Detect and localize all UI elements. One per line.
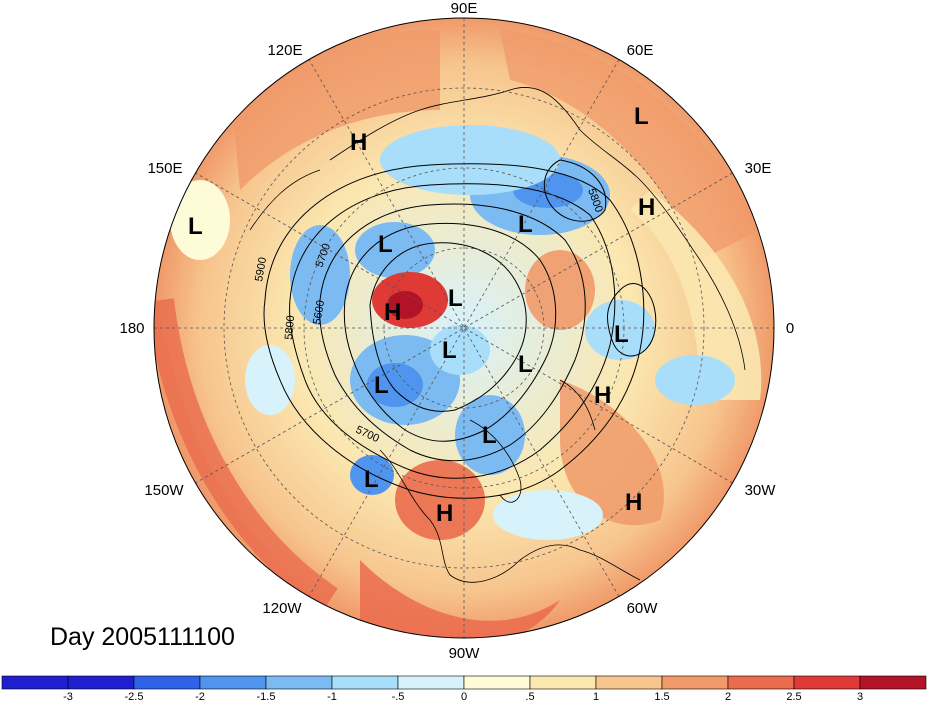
pressure-system-label: L (364, 466, 379, 493)
colorbar-tick-label: 3 (857, 691, 863, 702)
colorbar-tick-label: 1 (593, 691, 599, 702)
lon-label-180: 180 (119, 320, 144, 337)
anomaly-field (154, 18, 774, 638)
lon-label-60e: 60E (627, 42, 654, 59)
pressure-system-label: L (378, 231, 393, 258)
colorbar-swatch (397, 675, 465, 690)
contour-label: 5800 (283, 315, 297, 340)
lon-label-90w: 90W (449, 645, 481, 662)
pressure-system-label: L (614, 321, 629, 348)
pressure-system-label: H (625, 489, 642, 516)
lon-label-30w: 30W (745, 482, 777, 499)
colorbar-swatch (595, 675, 663, 690)
colorbar-swatch (529, 675, 597, 690)
lon-label-150e: 150E (147, 160, 182, 177)
pressure-system-label: H (384, 299, 401, 326)
height-contours (263, 159, 657, 499)
pressure-system-label: L (634, 103, 649, 130)
colorbar-swatch (1, 675, 69, 690)
colorbar-tick-label: -2 (195, 691, 205, 702)
colorbar-swatch (331, 675, 399, 690)
lon-label-60w: 60W (627, 600, 659, 617)
colorbar-tick-label: -.5 (392, 691, 405, 702)
colorbar: -3 -2.5 -2 -1.5 -1 -.5 0 .5 1 1.5 2 2.5 3 (1, 675, 927, 702)
colorbar-tick-label: -3 (63, 691, 73, 702)
colorbar-tick-label: .5 (525, 691, 534, 702)
colorbar-swatch (67, 675, 135, 690)
contour-label: 5600 (311, 299, 327, 325)
lon-label-30e: 30E (745, 160, 772, 177)
colorbar-tick-label: -1.5 (257, 691, 276, 702)
colorbar-swatch (463, 675, 531, 690)
lon-label-0: 0 (786, 320, 794, 337)
day-title: Day 2005111100 (50, 623, 235, 651)
pressure-system-label: L (482, 422, 497, 449)
colorbar-swatch (859, 675, 927, 690)
graticule (154, 18, 774, 638)
pressure-system-label: L (374, 372, 389, 399)
colorbar-swatch (661, 675, 729, 690)
colorbar-swatch (793, 675, 861, 690)
pressure-system-labels: H L L H L L H L L L L L H L L H H (188, 103, 655, 527)
pressure-system-label: L (188, 213, 203, 240)
lon-label-120w: 120W (262, 600, 302, 617)
colorbar-swatch (199, 675, 267, 690)
pressure-system-label: L (442, 337, 457, 364)
pressure-system-label: L (518, 351, 533, 378)
colorbar-tick-label: 1.5 (654, 691, 669, 702)
colorbar-tick-label: -2.5 (125, 691, 144, 702)
colorbar-tick-label: 2 (725, 691, 731, 702)
lon-label-90e: 90E (451, 0, 478, 17)
pressure-system-label: H (350, 129, 367, 156)
pressure-system-label: H (436, 500, 453, 527)
contour-label: 5900 (253, 256, 269, 282)
colorbar-swatch (133, 675, 201, 690)
pressure-system-label: L (518, 211, 533, 238)
lon-label-120e: 120E (267, 42, 302, 59)
lon-label-150w: 150W (144, 482, 184, 499)
pressure-system-label: H (594, 382, 611, 409)
colorbar-swatch (265, 675, 333, 690)
longitude-labels: 90E 60E 30E 0 30W 60W 90W 120W 150W 180 … (119, 0, 794, 662)
colorbar-tick-label: 2.5 (786, 691, 801, 702)
colorbar-tick-label: -1 (327, 691, 337, 702)
colorbar-swatch (727, 675, 795, 690)
pressure-system-label: H (638, 194, 655, 221)
map-boundary (153, 17, 775, 639)
coastlines (249, 87, 746, 583)
colorbar-tick-label: 0 (461, 691, 467, 702)
pressure-system-label: L (448, 285, 463, 312)
